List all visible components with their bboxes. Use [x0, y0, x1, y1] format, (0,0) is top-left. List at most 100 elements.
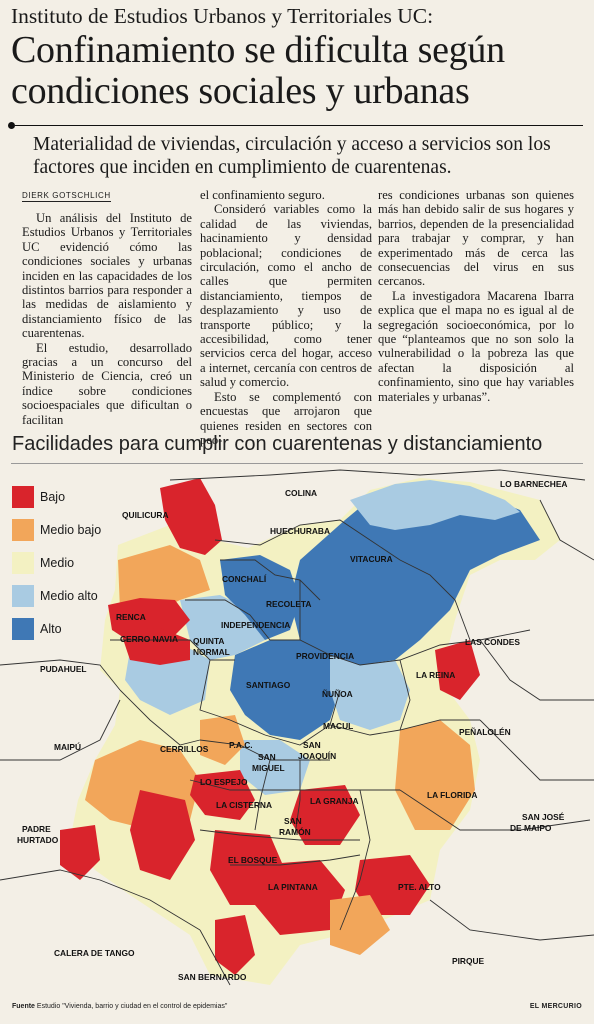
zone-alto-east — [290, 482, 540, 665]
boundary-san-bernardo — [199, 929, 231, 986]
legend-label: Bajo — [40, 490, 66, 504]
zone-bajo-south-west — [130, 790, 195, 880]
boundary-huechuraba — [214, 519, 371, 546]
article-column-2: el confinamiento seguro. Consideró varia… — [200, 188, 372, 447]
boundary-la-florida — [339, 789, 371, 931]
boundary-cerro-navia — [110, 639, 235, 661]
zone-medio-bajo-4 — [330, 895, 390, 955]
legend-label: Medio bajo — [40, 523, 102, 537]
zone-bajo-san-bernardo — [215, 915, 255, 975]
label-pirque: PIRQUE — [452, 956, 485, 966]
byline: DIERK GOTSCHLICH — [22, 191, 111, 202]
boundary-santiago — [264, 689, 341, 746]
label-la-cisterna: LA CISTERNA — [216, 800, 272, 810]
boundary-quinta-normal — [199, 659, 266, 736]
label-las-condes: LAS CONDES — [465, 637, 520, 647]
label-el-bosque: EL BOSQUE — [228, 855, 278, 865]
boundary-vitacura — [369, 539, 471, 641]
label-santiago: SANTIAGO — [246, 680, 291, 690]
map-legend: Bajo Medio bajo Medio Medio alto Alto — [12, 486, 122, 651]
label-cerro-navia: CERRO NAVIA — [120, 634, 178, 644]
legend-label: Alto — [40, 622, 62, 636]
paragraph: El estudio, desarrollado gracias a un co… — [22, 340, 192, 427]
label-vitacura: VITACURA — [350, 554, 393, 564]
paragraph: Esto se complementó con encuestas que ar… — [200, 389, 372, 447]
boundary-nunoa — [399, 659, 411, 731]
rule-bullet — [8, 122, 15, 129]
legend-swatch — [12, 585, 34, 607]
label-penalolen: PEÑALOLÉN — [459, 726, 511, 737]
boundary-el-bosque — [199, 829, 360, 841]
paragraph: La investigadora Macarena Ibarra explica… — [378, 288, 574, 404]
legend-item-bajo: Bajo — [12, 486, 122, 508]
boundary-la-cisterna — [189, 779, 400, 791]
label-providencia: PROVIDENCIA — [296, 651, 354, 661]
legend-item-alto: Alto — [12, 618, 122, 640]
zone-medio-bajo-3 — [395, 720, 475, 830]
boundary-la-pintana — [230, 854, 361, 866]
paragraph: res condiciones urbanas son quienes más … — [378, 188, 574, 289]
zone-bajo-cerro-navia — [120, 628, 190, 665]
zone-bajo-la-pintana — [255, 860, 345, 935]
boundary-las-condes — [479, 639, 594, 701]
deck: Materialidad de viviendas, circulación y… — [33, 134, 551, 178]
label-miguel: MIGUEL — [252, 763, 285, 773]
legend-label: Medio — [40, 556, 75, 570]
zone-bajo-padre-hurtado — [60, 825, 100, 880]
label-san-jose-2: DE MAIPO — [510, 823, 552, 833]
label-padre: PADRE — [22, 824, 51, 834]
label-maipu: MAIPÚ — [54, 741, 81, 752]
label-pudahuel: PUDAHUEL — [40, 664, 87, 674]
commune-labels: COLINA LO BARNECHEA QUILICURA HUECHURABA… — [17, 479, 567, 982]
label-san-2: SAN — [303, 740, 321, 750]
zone-bajo-la-granja — [290, 785, 360, 845]
paragraph: Consideró variables como la calidad de l… — [200, 202, 372, 390]
footer-source: Estudio "Vivienda, barrio y ciudad en el… — [36, 1003, 228, 1010]
label-colina: COLINA — [285, 488, 317, 498]
label-quilicura: QUILICURA — [122, 510, 169, 520]
boundary-padre-hurtado — [0, 869, 201, 931]
legend-item-medio: Medio — [12, 552, 122, 574]
label-lo-espejo: LO ESPEJO — [200, 777, 248, 787]
label-calera-de-tango: CALERA DE TANGO — [54, 948, 135, 958]
label-joaquin: JOAQUÍN — [298, 750, 336, 761]
legend-label: Medio alto — [40, 589, 98, 603]
commune-boundaries — [0, 469, 594, 986]
newspaper-name: EL MERCURIO — [529, 1003, 582, 1010]
article-column-1: Un análisis del Instituto de Estudios Ur… — [22, 211, 192, 427]
label-cerrillos: CERRILLOS — [160, 744, 209, 754]
legend-swatch — [12, 552, 34, 574]
boundary-macul — [329, 719, 480, 736]
label-la-granja: LA GRANJA — [310, 796, 359, 806]
label-san-bernardo: SAN BERNARDO — [178, 972, 247, 982]
boundary-conchali — [220, 559, 321, 601]
label-huechuraba: HUECHURABA — [270, 526, 330, 536]
boundary-independencia — [185, 599, 331, 656]
label-ramon: RAMÓN — [279, 826, 311, 837]
legend-item-medio-bajo: Medio bajo — [12, 519, 122, 541]
label-quinta-normal-1: QUINTA — [193, 636, 224, 646]
label-conchali: CONCHALÍ — [222, 573, 267, 584]
zone-medio-bajo-5 — [200, 715, 245, 765]
legend-swatch — [12, 486, 34, 508]
label-la-pintana: LA PINTANA — [268, 882, 318, 892]
article-column-3: res condiciones urbanas son quienes más … — [378, 188, 574, 404]
paragraph: Un análisis del Instituto de Estudios Ur… — [22, 211, 192, 341]
zone-alto-center — [230, 640, 340, 740]
label-macul: MACUL — [323, 721, 353, 731]
boundary-pudahuel — [119, 689, 201, 746]
footer-label: Fuente — [12, 1003, 35, 1010]
boundary-north — [169, 469, 586, 481]
legend-swatch — [12, 519, 34, 541]
label-renca: RENCA — [116, 612, 146, 622]
label-san-3: SAN — [284, 816, 302, 826]
boundary-san-joaquin — [294, 760, 301, 836]
paragraph: el confinamiento seguro. — [200, 188, 325, 202]
kicker: Instituto de Estudios Urbanos y Territor… — [11, 4, 434, 28]
map-title-rule — [11, 463, 583, 464]
urban-zones — [60, 478, 560, 985]
zone-medio-alto-1 — [330, 655, 410, 730]
zone-medio-alto-east — [350, 480, 520, 530]
headline: Confinamiento se dificulta según condici… — [11, 29, 505, 112]
label-la-reina: LA REINA — [416, 670, 455, 680]
